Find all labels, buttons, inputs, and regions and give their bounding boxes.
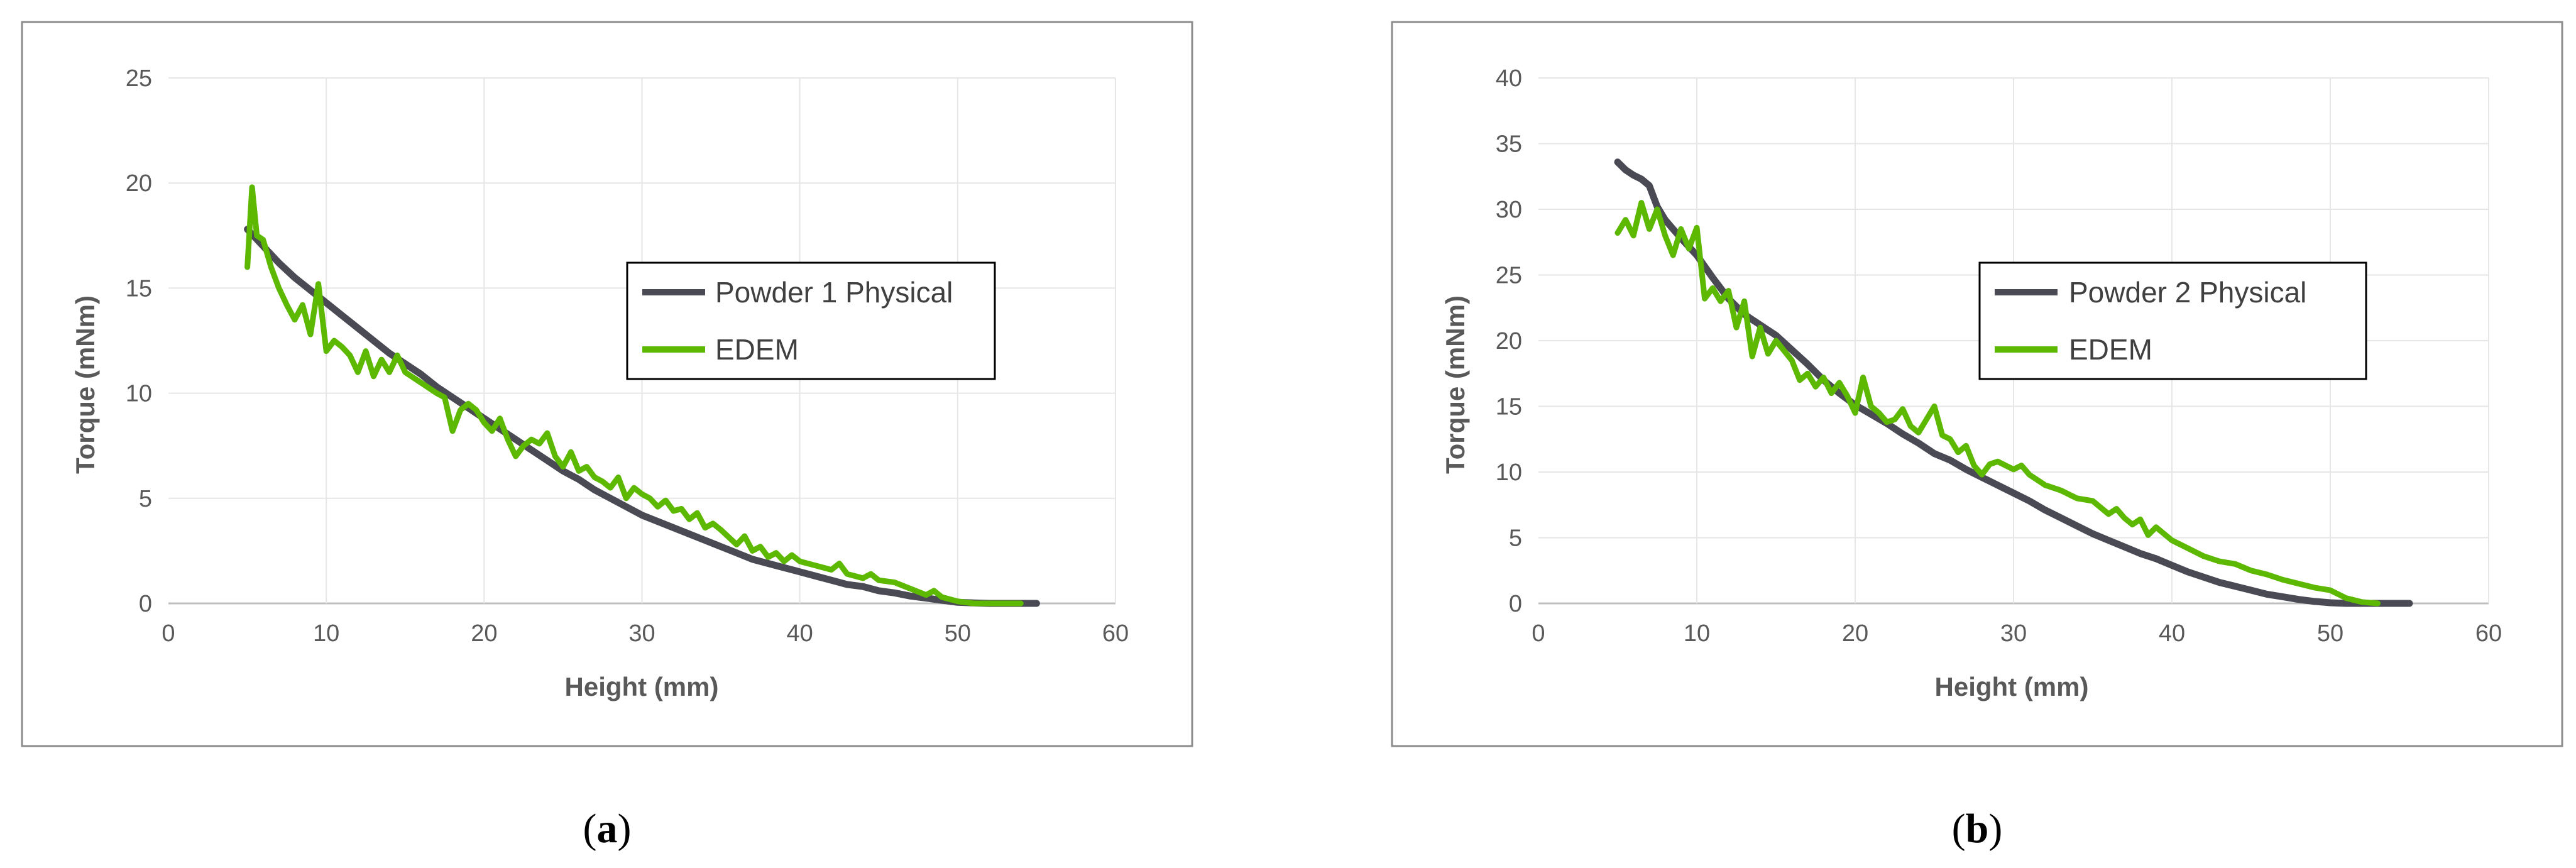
series-line-a-1 <box>244 184 1024 607</box>
x-tick-label-b: 60 <box>2475 620 2502 647</box>
chart-panel-b: 0 5 10 15 20 25 30 35 40 0 10 20 30 40 50 60 Torque (m… <box>1391 21 2563 852</box>
series-line-a-0 <box>244 226 1040 607</box>
chart-panel-a: 0 5 10 15 20 25 0 10 20 30 40 50 60 Torque (mNm) He… <box>21 21 1193 852</box>
caption-letter-b: b <box>1966 806 1989 852</box>
y-tick-label-b: 25 <box>1496 263 1522 289</box>
y-axis-title-b: Torque (mNm) <box>1440 295 1470 474</box>
caption-letter-a: a <box>597 806 618 852</box>
y-tick-label-a: 0 <box>139 591 152 617</box>
x-tick-labels-b: 0 10 20 30 40 50 60 <box>1532 620 2502 647</box>
y-tick-label-b: 40 <box>1496 65 1522 92</box>
legend-label-b-1: EDEM <box>2069 333 2152 366</box>
y-tick-labels-b: 0 5 10 15 20 25 30 35 40 <box>1496 65 1522 617</box>
x-tick-label-a: 10 <box>313 620 339 647</box>
x-tick-label-b: 40 <box>2159 620 2185 647</box>
series-lines-b <box>1614 158 2413 607</box>
y-tick-labels-a: 0 5 10 15 20 25 <box>126 65 152 617</box>
y-tick-label-b: 0 <box>1509 591 1522 617</box>
series-line-b-1 <box>1614 200 2381 607</box>
chart-area-border-a <box>21 21 1193 747</box>
y-tick-label-a: 5 <box>139 486 152 512</box>
legend-label-b-0: Powder 2 Physical <box>2069 276 2306 309</box>
x-tick-label-a: 60 <box>1102 620 1129 647</box>
y-tick-label-b: 30 <box>1496 197 1522 223</box>
caption-b: (b) <box>1952 806 2003 852</box>
legend-box-b <box>1978 261 2367 380</box>
y-tick-label-a: 20 <box>126 170 152 197</box>
x-tick-label-b: 30 <box>2000 620 2027 647</box>
x-tick-label-a: 40 <box>787 620 813 647</box>
y-tick-label-b: 35 <box>1496 131 1522 158</box>
y-tick-label-a: 15 <box>126 275 152 302</box>
x-tick-label-b: 0 <box>1532 620 1545 647</box>
legend-label-a-1: EDEM <box>715 333 799 366</box>
series-lines-a <box>244 184 1040 607</box>
x-tick-label-b: 50 <box>2317 620 2343 647</box>
y-tick-label-b: 15 <box>1496 394 1522 420</box>
x-tick-label-b: 10 <box>1684 620 1710 647</box>
y-tick-label-b: 5 <box>1509 525 1522 552</box>
legend-label-a-0: Powder 1 Physical <box>715 276 953 309</box>
x-axis-title-a: Height (mm) <box>565 672 719 701</box>
x-tick-label-b: 20 <box>1842 620 1868 647</box>
x-tick-labels-a: 0 10 20 30 40 50 60 <box>162 620 1129 647</box>
y-tick-label-a: 25 <box>126 65 152 92</box>
y-tick-label-b: 20 <box>1496 328 1522 354</box>
caption-a: (a) <box>583 806 632 852</box>
x-axis-title-b: Height (mm) <box>1935 672 2089 701</box>
y-axis-title-a: Torque (mNm) <box>70 295 100 474</box>
x-tick-label-a: 50 <box>945 620 971 647</box>
legend-a: Powder 1 Physical EDEM <box>626 261 996 380</box>
legend-b: Powder 2 Physical EDEM <box>1978 261 2367 380</box>
y-tick-label-b: 10 <box>1496 459 1522 486</box>
x-tick-label-a: 20 <box>471 620 497 647</box>
x-tick-label-a: 0 <box>162 620 175 647</box>
x-tick-label-a: 30 <box>628 620 655 647</box>
y-tick-label-a: 10 <box>126 381 152 407</box>
chart-area-border-b <box>1391 21 2563 747</box>
legend-box-a <box>626 261 996 380</box>
